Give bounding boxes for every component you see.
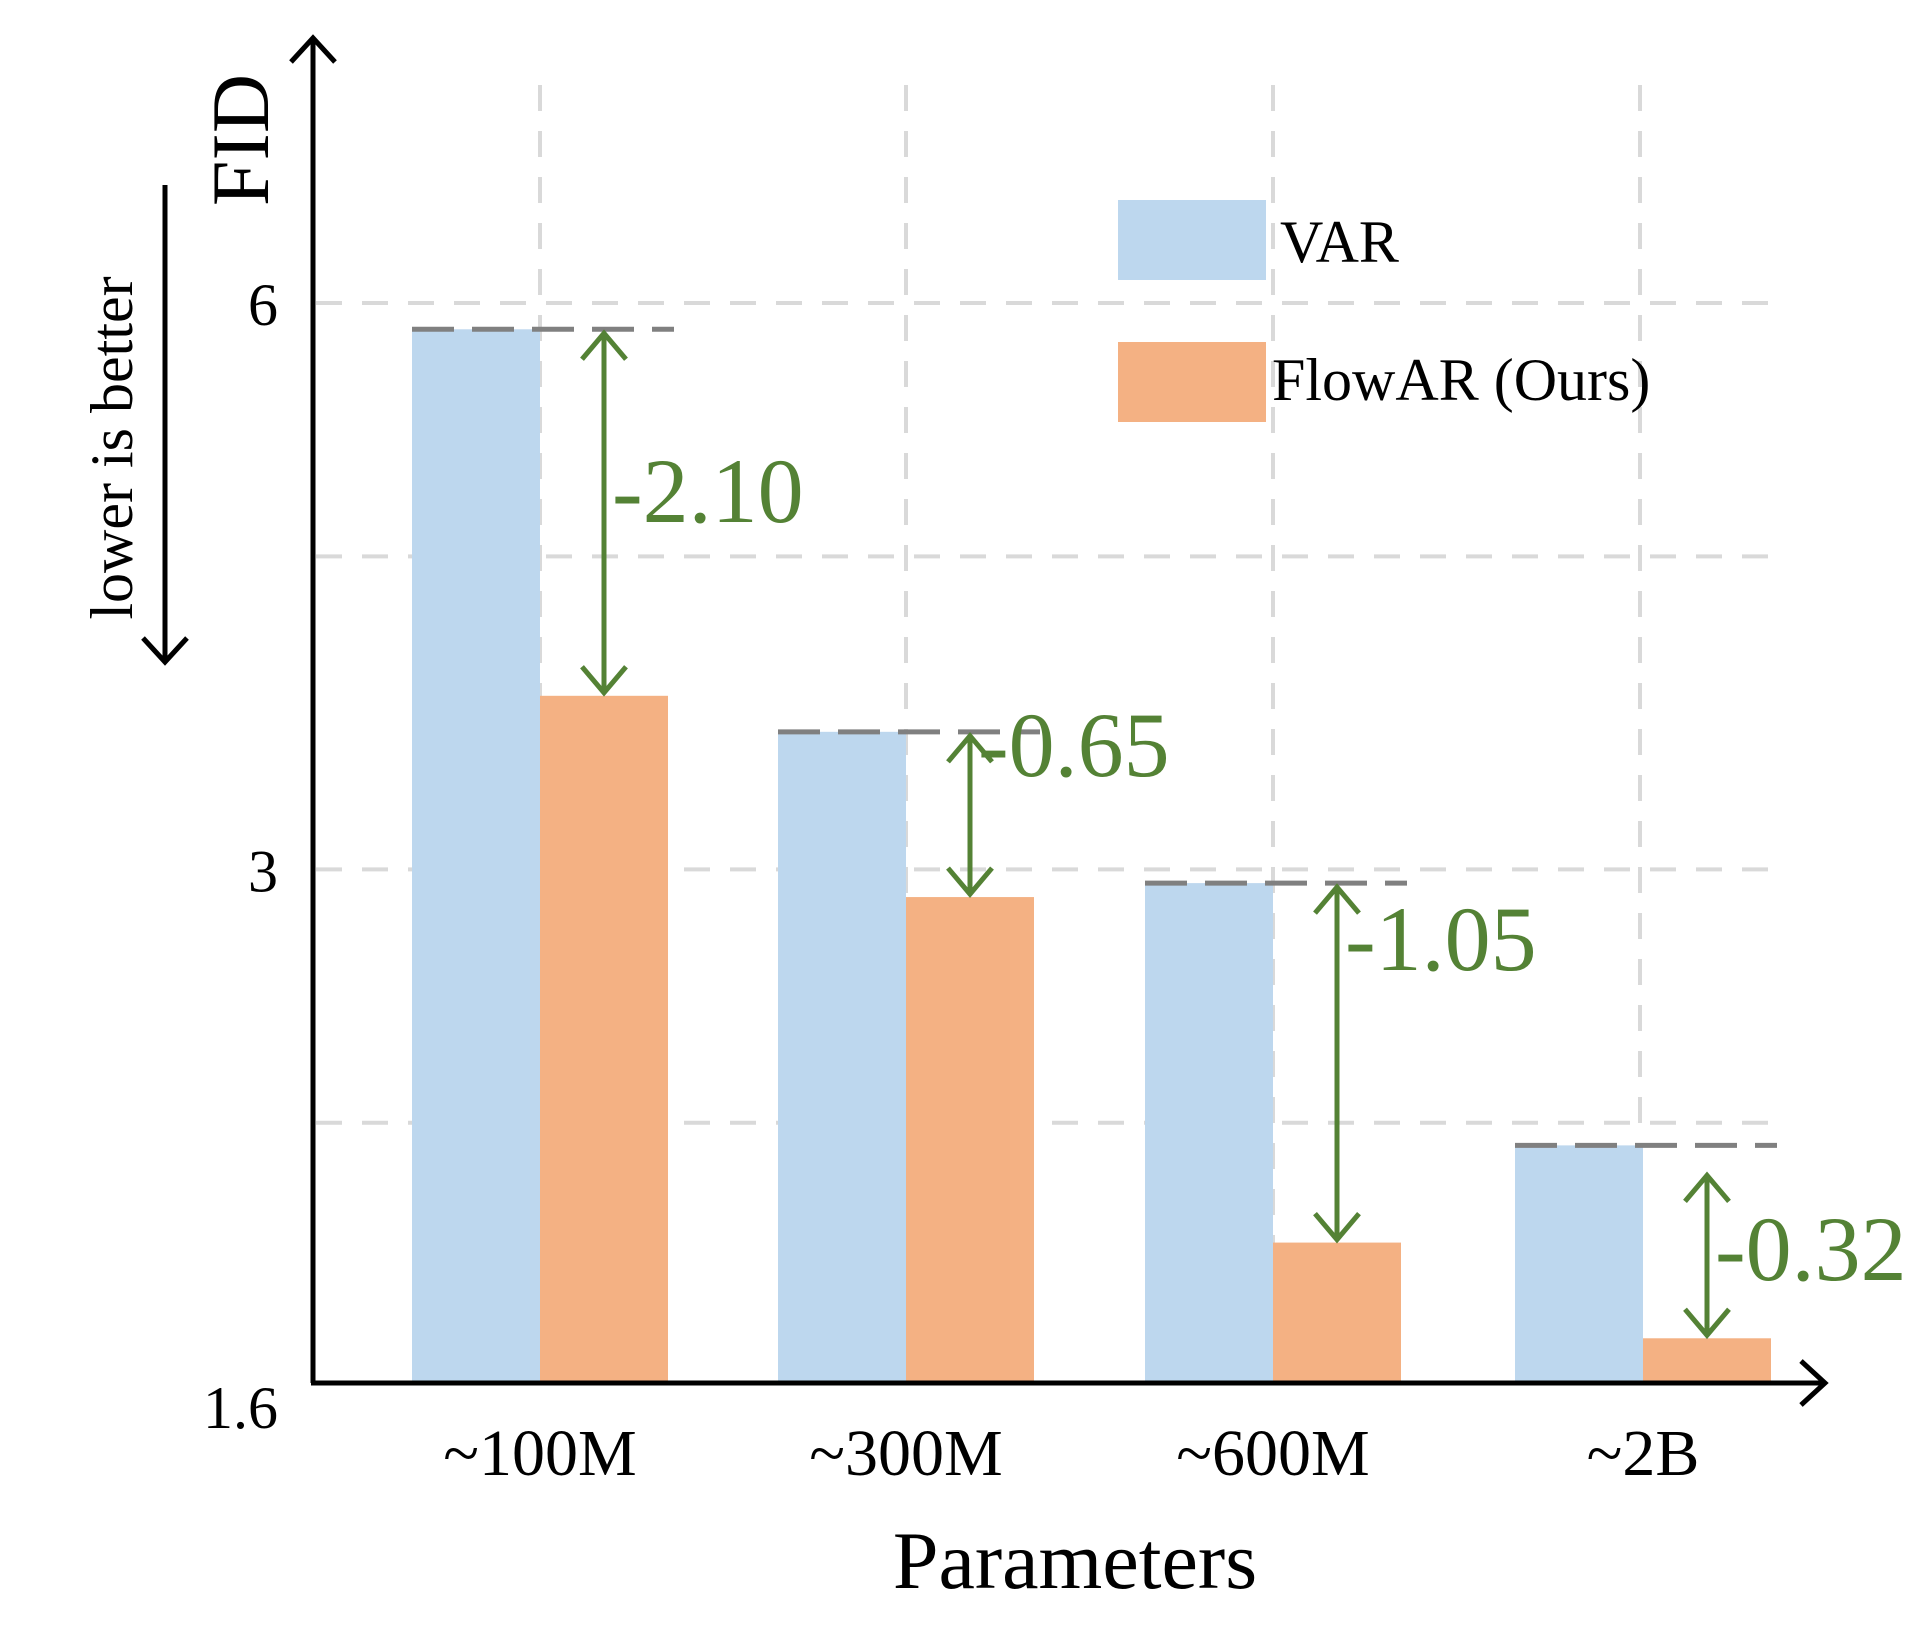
difference-arrow-head-up (1313, 883, 1361, 915)
x-tick-label: ~600M (1176, 1417, 1369, 1490)
difference-arrow-head-down (1683, 1307, 1731, 1340)
lower-is-better-label: lower is better (79, 276, 145, 619)
y-tick-label: 1.6 (203, 1375, 278, 1441)
legend: VAR FlowAR (Ours) (1118, 200, 1650, 422)
difference-arrow-head-up (580, 329, 628, 361)
x-axis-arrowhead (1799, 1359, 1829, 1407)
difference-annotations: -2.10 -0.65 -1.05 -0.32 (580, 329, 1907, 1340)
bar-var (412, 329, 540, 1383)
difference-arrow (946, 731, 994, 898)
legend-label-flowar: FlowAR (Ours) (1272, 347, 1650, 413)
bar-var (778, 731, 906, 1383)
difference-arrow-head-up (1683, 1171, 1731, 1204)
difference-arrow-head-down (580, 665, 628, 697)
bar-flowar (1273, 1242, 1401, 1383)
y-tick-label: 3 (248, 838, 278, 904)
y-axis-title: FID (195, 74, 286, 206)
x-tick-label: ~300M (809, 1417, 1002, 1490)
difference-label: -2.10 (612, 440, 804, 542)
legend-label-var: VAR (1280, 209, 1399, 275)
y-axis-arrowhead (289, 34, 337, 64)
difference-arrow (1683, 1171, 1731, 1340)
bar-var (1515, 1145, 1643, 1383)
difference-arrow-head-down (1313, 1211, 1361, 1244)
down-arrow-head (141, 636, 189, 666)
x-tick-label: ~2B (1587, 1417, 1700, 1490)
y-tick-label: 6 (248, 272, 278, 338)
legend-swatch-var (1118, 200, 1266, 280)
difference-label: -1.05 (1345, 888, 1537, 990)
bar-flowar (906, 897, 1034, 1383)
difference-arrow-head-down (946, 866, 994, 898)
y-tick-labels: 1.6 3 6 (203, 272, 278, 1441)
difference-label: -0.65 (978, 694, 1170, 796)
lower-is-better-note: lower is better (79, 185, 189, 666)
axes (289, 34, 1829, 1407)
difference-arrow (1313, 883, 1361, 1244)
bar-flowar (540, 695, 668, 1383)
x-tick-label: ~100M (443, 1417, 636, 1490)
var-reference-lines (412, 326, 1777, 1148)
x-axis-title: Parameters (893, 1515, 1257, 1606)
bar-var (1145, 883, 1273, 1383)
difference-label: -0.32 (1715, 1198, 1907, 1300)
legend-swatch-flowar (1118, 342, 1266, 422)
x-tick-labels: ~100M ~300M ~600M ~2B (443, 1417, 1699, 1490)
bar-flowar (1643, 1338, 1771, 1383)
difference-arrow-head-up (946, 731, 994, 764)
bars (412, 329, 1771, 1383)
difference-arrow (580, 329, 628, 697)
